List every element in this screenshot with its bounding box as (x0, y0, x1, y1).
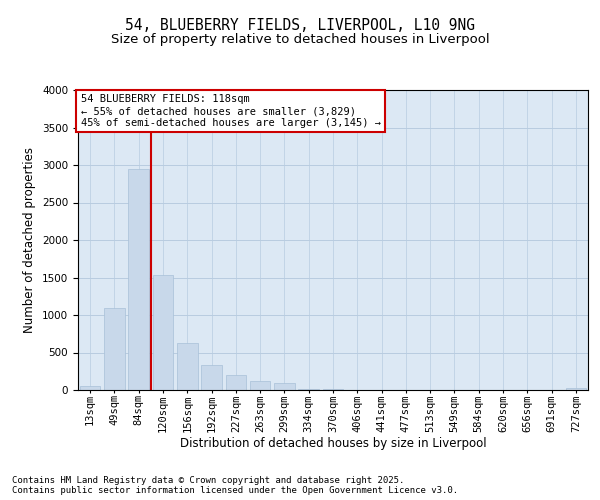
Bar (201, 365, 222, 390)
Text: 54, BLUEBERRY FIELDS, LIVERPOOL, L10 9NG: 54, BLUEBERRY FIELDS, LIVERPOOL, L10 9NG (125, 18, 475, 32)
Bar (104, 308, 125, 390)
Text: Contains HM Land Registry data © Crown copyright and database right 2025.
Contai: Contains HM Land Registry data © Crown c… (12, 476, 458, 495)
Bar (128, 169, 149, 390)
Bar (298, 388, 319, 390)
Bar (177, 343, 197, 390)
Bar (250, 381, 271, 390)
Y-axis label: Number of detached properties: Number of detached properties (23, 147, 37, 333)
Bar (566, 388, 586, 390)
Text: 54 BLUEBERRY FIELDS: 118sqm
← 55% of detached houses are smaller (3,829)
45% of : 54 BLUEBERRY FIELDS: 118sqm ← 55% of det… (80, 94, 380, 128)
Bar (80, 386, 100, 390)
Bar (226, 375, 246, 390)
Bar (274, 382, 295, 390)
Text: Size of property relative to detached houses in Liverpool: Size of property relative to detached ho… (110, 32, 490, 46)
Bar (323, 389, 343, 390)
X-axis label: Distribution of detached houses by size in Liverpool: Distribution of detached houses by size … (179, 437, 487, 450)
Bar (152, 275, 173, 390)
